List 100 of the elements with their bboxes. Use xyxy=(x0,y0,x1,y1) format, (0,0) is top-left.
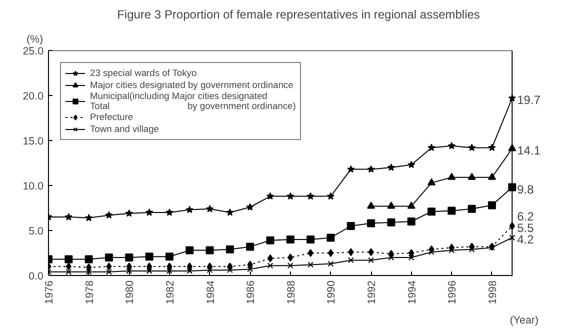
point xyxy=(326,234,335,242)
legend-label: Municipal(including Major cities designated Total by government ordinance) xyxy=(90,91,296,111)
y-tick-label: 15.0 xyxy=(22,136,44,148)
y-tick-label: 20.0 xyxy=(22,90,44,102)
point xyxy=(186,262,192,270)
point xyxy=(226,208,234,216)
point xyxy=(368,257,374,264)
point xyxy=(166,262,172,270)
point xyxy=(326,192,335,200)
x-tick-label: 1992 xyxy=(366,280,378,304)
point xyxy=(84,255,93,264)
point xyxy=(125,209,133,217)
point xyxy=(508,94,516,102)
point xyxy=(106,268,112,275)
x-tick-label: 1978 xyxy=(84,280,96,304)
data-label: 9.8 xyxy=(517,182,534,196)
data-label: 14.1 xyxy=(517,144,541,158)
y-tick-label: 0.0 xyxy=(28,270,44,282)
point xyxy=(306,236,315,244)
point xyxy=(146,268,152,274)
point xyxy=(84,214,93,222)
point xyxy=(126,268,132,274)
x-tick-label: 1998 xyxy=(486,280,499,304)
point xyxy=(508,144,516,152)
point xyxy=(346,222,355,230)
x-axis-title: (Year) xyxy=(510,314,539,326)
point xyxy=(247,260,253,269)
x-tick-label: 1984 xyxy=(204,280,217,304)
point xyxy=(407,218,416,226)
point xyxy=(509,222,515,230)
point xyxy=(408,249,414,257)
point xyxy=(388,254,394,260)
legend-label: Major cities designated by government ordinance xyxy=(90,79,294,91)
point xyxy=(448,247,455,254)
point xyxy=(367,219,376,228)
point xyxy=(287,262,294,269)
x-tick-label: 1982 xyxy=(164,280,176,304)
point xyxy=(448,172,456,180)
point xyxy=(308,249,314,257)
point xyxy=(428,208,436,216)
point xyxy=(306,192,314,200)
point xyxy=(509,234,516,241)
point xyxy=(125,254,134,262)
point xyxy=(247,266,254,272)
point xyxy=(428,249,434,256)
point xyxy=(468,172,476,180)
point xyxy=(387,202,396,209)
legend-label: Town and village xyxy=(90,123,159,135)
x-tick-label: 1996 xyxy=(446,280,459,304)
point xyxy=(206,267,213,274)
point xyxy=(328,260,334,267)
point xyxy=(448,142,456,150)
point xyxy=(226,245,234,254)
y-tick-label: 5.0 xyxy=(28,226,44,238)
point xyxy=(104,254,113,262)
data-label: 19.7 xyxy=(517,93,541,108)
point xyxy=(468,144,476,152)
data-label: 4.2 xyxy=(517,232,534,247)
point xyxy=(266,192,274,200)
point xyxy=(246,203,254,210)
point xyxy=(348,248,354,256)
point xyxy=(387,164,396,171)
point xyxy=(488,201,496,210)
point xyxy=(105,211,113,219)
y-tick-label: 25.0 xyxy=(22,46,44,58)
x-tick-label: 1994 xyxy=(406,280,418,304)
point xyxy=(348,257,354,264)
point xyxy=(86,263,92,272)
annotation: 6.2 xyxy=(517,210,534,224)
point xyxy=(145,252,154,261)
x-tick-label: 1988 xyxy=(285,280,298,304)
x-tick-label: 1990 xyxy=(326,280,338,304)
point xyxy=(126,262,132,270)
point xyxy=(267,262,274,269)
y-axis-title: (%) xyxy=(26,34,44,46)
point xyxy=(508,183,516,192)
x-tick-label: 1980 xyxy=(124,280,136,304)
point xyxy=(308,262,314,268)
point xyxy=(288,254,294,262)
point xyxy=(86,268,92,275)
point xyxy=(387,218,396,226)
point xyxy=(367,202,376,209)
point xyxy=(106,262,112,270)
point xyxy=(368,248,374,256)
point xyxy=(64,213,72,220)
point xyxy=(186,268,193,274)
point xyxy=(286,236,294,244)
point xyxy=(367,165,375,173)
point xyxy=(206,204,214,212)
x-tick-label: 1986 xyxy=(245,280,258,304)
point xyxy=(166,268,172,274)
data-label: 5.5 xyxy=(517,221,534,235)
legend-label: Prefecture xyxy=(90,111,134,123)
point xyxy=(428,178,436,186)
point xyxy=(488,172,496,180)
chart-title: Figure 3 Proportion of female representatives in regional assemblies xyxy=(117,8,480,22)
point xyxy=(64,255,73,264)
y-tick-label: 10.0 xyxy=(22,180,44,192)
point xyxy=(145,208,154,216)
legend-label: 23 special wards of Tokyo xyxy=(90,67,197,79)
